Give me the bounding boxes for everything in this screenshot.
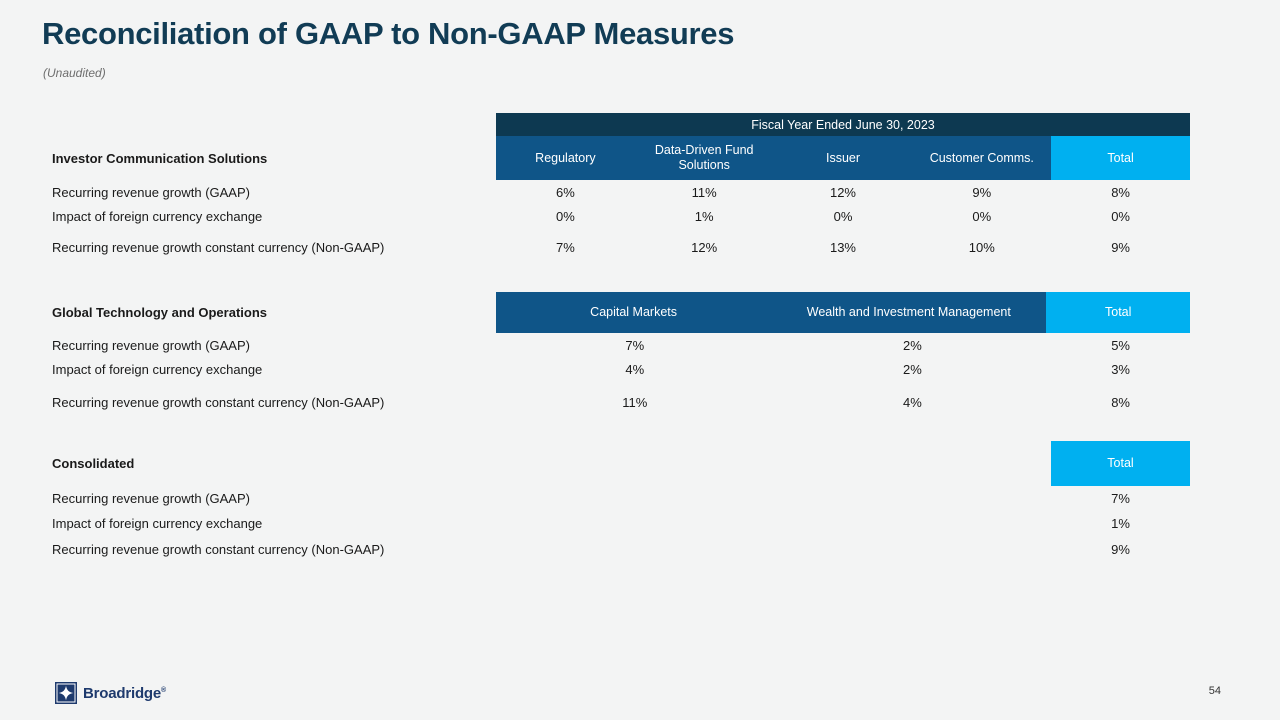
subtitle-unaudited: (Unaudited) [43,66,106,80]
column-header-total: Total [1046,292,1190,333]
table-row: Recurring revenue growth (GAAP) 7% 2% 5% [52,333,1190,357]
row-label: Recurring revenue growth constant curren… [52,394,385,410]
column-header-total: Total [1051,441,1190,486]
column-header: Issuer [773,136,913,180]
cell-value: 7% [625,337,645,353]
table-row: Recurring revenue growth (GAAP) 7% [52,486,1190,511]
column-header: Capital Markets [496,292,772,333]
row-label: Impact of foreign currency exchange [52,208,263,224]
table1-section-cell: Investor Communication Solutions [52,136,496,180]
cell-value: 0% [972,208,992,224]
row-label: Recurring revenue growth (GAAP) [52,337,250,353]
table1-header-row: Investor Communication Solutions Regulat… [52,136,1190,180]
cell-value: 4% [625,361,645,377]
cell-value: 0% [556,208,575,224]
fiscal-year-band: Fiscal Year Ended June 30, 2023 [496,113,1190,136]
column-header: Regulatory [496,136,635,180]
cell-value: 12% [829,184,856,200]
row-label: Impact of foreign currency exchange [52,361,263,377]
table-row: Recurring revenue growth (GAAP) 6% 11% 1… [52,180,1190,204]
broadridge-glyph-icon [58,685,74,701]
cell-value: 2% [902,361,922,377]
table-consolidated: Consolidated Total Recurring revenue gro… [52,441,1190,562]
table2-section-cell: Global Technology and Operations [52,292,496,333]
cell-value: 13% [829,239,856,255]
cell-value: 1% [1111,516,1130,531]
cell-value: 0% [1111,208,1130,224]
section-title: Global Technology and Operations [52,305,268,320]
cell-value: 11% [691,184,717,200]
cell-value: 7% [556,239,575,255]
cell-value: 9% [1111,541,1130,557]
table3-section-cell: Consolidated [52,441,496,486]
table3-column-headers: Total [496,441,1190,486]
registered-mark: ® [161,686,166,694]
row-label: Recurring revenue growth (GAAP) [52,184,250,200]
column-header: Wealth and Investment Management [771,292,1047,333]
column-header: Customer Comms. [912,136,1052,180]
cell-value: 9% [1111,239,1130,255]
cell-value: 8% [1111,394,1130,410]
table-row: Recurring revenue growth constant curren… [52,389,1190,415]
row-label: Recurring revenue growth constant curren… [52,541,385,557]
cell-value: 4% [902,394,922,410]
section-title: Investor Communication Solutions [52,150,268,166]
cell-value: 6% [556,184,575,200]
page-number: 54 [1208,685,1221,697]
table-row: Impact of foreign currency exchange 4% 2… [52,357,1190,381]
table-global-technology-and-operations: Global Technology and Operations Capital… [52,292,1190,415]
cell-value: 2% [902,337,922,353]
table2-header-row: Global Technology and Operations Capital… [52,292,1190,333]
table3-header-row: Consolidated Total [52,441,1190,486]
cell-value: 7% [1111,491,1130,506]
table2-column-headers: Capital Markets Wealth and Investment Ma… [496,292,1190,333]
cell-value: 5% [1111,337,1130,353]
table1-column-headers: Regulatory Data-Driven Fund Solutions Is… [496,136,1190,180]
cell-value: 0% [833,208,853,224]
row-label: Recurring revenue growth (GAAP) [52,491,250,506]
column-header: Data-Driven Fund Solutions [634,136,774,180]
table-investor-communication-solutions: Fiscal Year Ended June 30, 2023 Investor… [52,113,1190,260]
cell-value: 12% [691,239,718,255]
row-label: Impact of foreign currency exchange [52,516,263,531]
broadridge-logo: Broadridge® [55,682,166,704]
cell-value: 3% [1111,361,1130,377]
row-spacer [52,381,1190,389]
header-spacer [496,441,1051,486]
column-header-total: Total [1051,136,1190,180]
broadridge-logo-text: Broadridge® [83,684,166,702]
cell-value: 11% [622,394,648,410]
table-row: Impact of foreign currency exchange 0% 1… [52,204,1190,228]
table-row: Recurring revenue growth constant curren… [52,234,1190,260]
broadridge-mark-icon [55,682,77,704]
table-row: Recurring revenue growth constant curren… [52,536,1190,562]
cell-value: 9% [972,184,992,200]
table-row: Impact of foreign currency exchange 1% [52,511,1190,536]
page-title: Reconciliation of GAAP to Non-GAAP Measu… [42,16,735,51]
section-title: Consolidated [52,456,135,471]
row-label: Recurring revenue growth constant curren… [52,239,385,255]
cell-value: 1% [694,208,714,224]
cell-value: 10% [968,239,995,255]
cell-value: 8% [1111,184,1130,200]
